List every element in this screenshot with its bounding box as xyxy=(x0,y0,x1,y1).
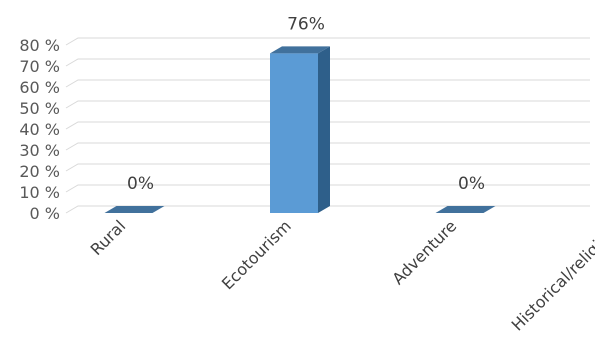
y-tick-label: 70 % xyxy=(19,57,60,76)
gridline xyxy=(65,79,590,88)
data-label: 0% xyxy=(127,174,154,194)
bars xyxy=(104,46,496,214)
data-label: 0% xyxy=(458,174,485,194)
bar-front xyxy=(270,53,318,214)
gridline xyxy=(65,142,590,151)
bar-top xyxy=(270,46,330,54)
gridline xyxy=(65,121,590,130)
category-label: Adventure xyxy=(388,216,460,288)
gridline xyxy=(65,184,590,193)
bar-side xyxy=(318,46,330,214)
y-axis-ticks: 0 % 10 % 20 % 30 % 40 % 50 % 60 % 70 % 80 % xyxy=(19,36,60,223)
y-tick-label: 10 % xyxy=(19,183,60,202)
y-tick-label: 30 % xyxy=(19,141,60,160)
y-tick-label: 60 % xyxy=(19,78,60,97)
gridlines xyxy=(65,37,590,214)
x-axis-categories: Rural Ecotourism Adventure Historical/relig… xyxy=(87,216,595,334)
y-tick-label: 50 % xyxy=(19,99,60,118)
category-label: Rural xyxy=(87,216,130,259)
bar-top xyxy=(104,206,165,213)
y-tick-label: 80 % xyxy=(19,36,60,55)
y-tick-label: 40 % xyxy=(19,120,60,139)
y-tick-label: 20 % xyxy=(19,162,60,181)
y-tick-label: 0 % xyxy=(30,204,60,223)
gridline xyxy=(65,58,590,67)
category-label: Historical/religious xyxy=(508,216,595,334)
gridline xyxy=(65,205,590,214)
gridline xyxy=(65,37,590,46)
data-label: 76% xyxy=(287,14,325,34)
bar-top xyxy=(435,206,496,213)
gridline xyxy=(65,163,590,172)
category-label: Ecotourism xyxy=(218,216,295,293)
gridline xyxy=(65,100,590,109)
data-labels: 0%76%0%18%0%5% xyxy=(127,14,485,194)
